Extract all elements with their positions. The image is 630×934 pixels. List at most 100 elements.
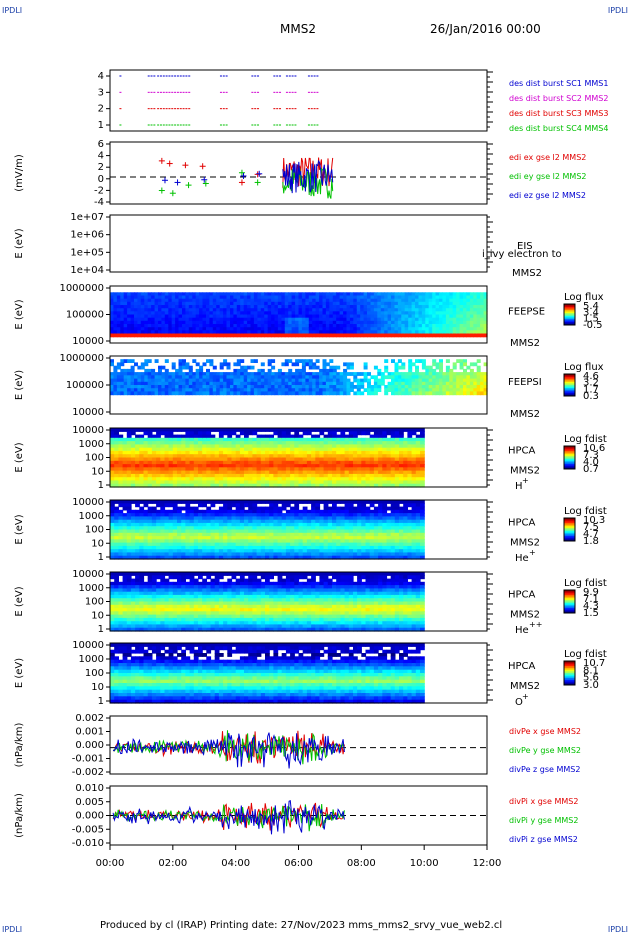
spectrogram-cell: [185, 532, 191, 537]
spectrogram-cell: [373, 388, 378, 392]
spectrogram-cell: [154, 391, 159, 396]
spectrogram-cell: [269, 503, 274, 508]
spectrogram-cell: [178, 295, 183, 300]
spectrogram-cell: [198, 457, 203, 462]
spectrogram-cell: [384, 305, 389, 309]
spectrogram-cell: [164, 454, 170, 459]
spectrogram-cell: [421, 292, 426, 297]
spectrogram-cell: [257, 320, 262, 325]
spectrogram-cell: [113, 295, 118, 300]
spectrogram-cell: [394, 483, 400, 488]
spectrogram-cell: [415, 378, 419, 383]
spectrogram-cell: [130, 516, 136, 521]
spectrogram-cell: [172, 428, 178, 432]
spectrogram-cell: [177, 542, 182, 547]
spectrogram-cell: [171, 378, 176, 383]
spectrogram-cell: [323, 526, 329, 531]
spectrogram-cell: [284, 362, 289, 367]
y-tick-label: 10000: [72, 640, 104, 651]
spectrogram-cell: [137, 317, 142, 322]
spectrogram-cell: [164, 298, 169, 303]
spectrogram-cell: [308, 311, 313, 316]
spectrogram-cell: [378, 467, 383, 472]
spectrogram-cell: [463, 391, 467, 396]
spectrogram-cell: [418, 305, 423, 309]
spectrogram-cell: [382, 457, 388, 462]
spectrogram-cell: [415, 298, 419, 303]
spectrogram-cell: [403, 477, 408, 482]
spectrogram-cell: [403, 428, 408, 432]
y-tick-label: 1: [98, 624, 104, 635]
spectrogram-cell: [189, 500, 195, 504]
spectrogram-cell: [223, 542, 228, 547]
spectrogram-cell: [439, 378, 443, 383]
spectrogram-cell: [394, 454, 400, 459]
spectrogram-cell: [269, 552, 274, 557]
spectrogram-cell: [164, 470, 170, 475]
spectrogram-cell: [267, 330, 272, 335]
spectrogram-cell: [171, 327, 176, 331]
spectrogram-cell: [418, 375, 423, 380]
spectrogram-cell: [185, 460, 191, 465]
spectrogram-cell: [378, 470, 383, 475]
spectrogram-cell: [346, 388, 351, 392]
spectrogram-cell: [151, 536, 157, 540]
spectrogram-cell: [193, 477, 199, 482]
spectrogram-cell: [226, 308, 231, 312]
spectrogram-cell: [206, 298, 210, 303]
spectrogram-cell: [425, 298, 430, 303]
spectrogram-cell: [253, 359, 258, 363]
spectrogram-cell: [135, 437, 140, 442]
spectrogram-cell: [147, 388, 152, 392]
spectrogram-cell: [302, 480, 308, 485]
spectrogram-cell: [411, 362, 416, 367]
spectrogram-cell: [199, 381, 204, 386]
spectrogram-cell: [298, 447, 304, 452]
spectrogram-cell: [135, 532, 140, 537]
spectrogram-cell: [373, 314, 378, 319]
spectrogram-cell: [343, 388, 348, 392]
spectrogram-cell: [164, 320, 169, 325]
spectrogram-cell: [373, 467, 379, 472]
spectrogram-cell: [160, 522, 166, 527]
spectrogram-cell: [329, 388, 334, 392]
spectrogram-cell: [319, 295, 324, 300]
spectrogram-cell: [206, 555, 212, 560]
spectrogram-cell: [327, 454, 333, 459]
spectrogram-cell: [373, 324, 378, 328]
spectrogram-cell: [244, 464, 249, 468]
spectrogram-cell: [193, 545, 199, 550]
spectrogram-cell: [298, 428, 304, 432]
spectrogram-cell: [218, 470, 224, 475]
spectrogram-cell: [386, 454, 392, 459]
spectrogram-cell: [428, 305, 433, 309]
spectrogram-cell: [449, 327, 454, 331]
spectrogram-cell: [380, 330, 385, 335]
spectrogram-cell: [231, 464, 237, 468]
spectrogram-cell: [171, 391, 176, 396]
spectrogram-cell: [126, 450, 132, 455]
spectrogram-cell: [439, 308, 443, 312]
spectrogram-cell: [415, 385, 419, 389]
spectrogram-cell: [373, 330, 378, 335]
spectrogram-cell: [120, 317, 125, 322]
spectrogram-cell: [164, 359, 169, 363]
spectrogram-cell: [273, 529, 279, 534]
spectrogram-cell: [294, 532, 300, 537]
spectrogram-cell: [195, 388, 200, 392]
spectrogram-cell: [260, 542, 266, 547]
spectrogram-cell: [202, 500, 207, 504]
spectrogram-cell: [177, 519, 182, 524]
spectrogram-cell: [188, 391, 193, 396]
spectrogram-cell: [226, 317, 231, 322]
spectrogram-cell: [332, 477, 337, 482]
spectrogram-cell: [480, 388, 485, 392]
spectrogram-cell: [277, 552, 283, 557]
spectrogram-cell: [367, 324, 371, 328]
spectrogram-cell: [288, 388, 293, 392]
spectrogram-cell: [332, 330, 337, 335]
spectrogram-cell: [373, 381, 378, 386]
spectrogram-cell: [353, 327, 358, 331]
spectrogram-cell: [177, 434, 182, 439]
spectrogram-cell: [377, 378, 382, 383]
